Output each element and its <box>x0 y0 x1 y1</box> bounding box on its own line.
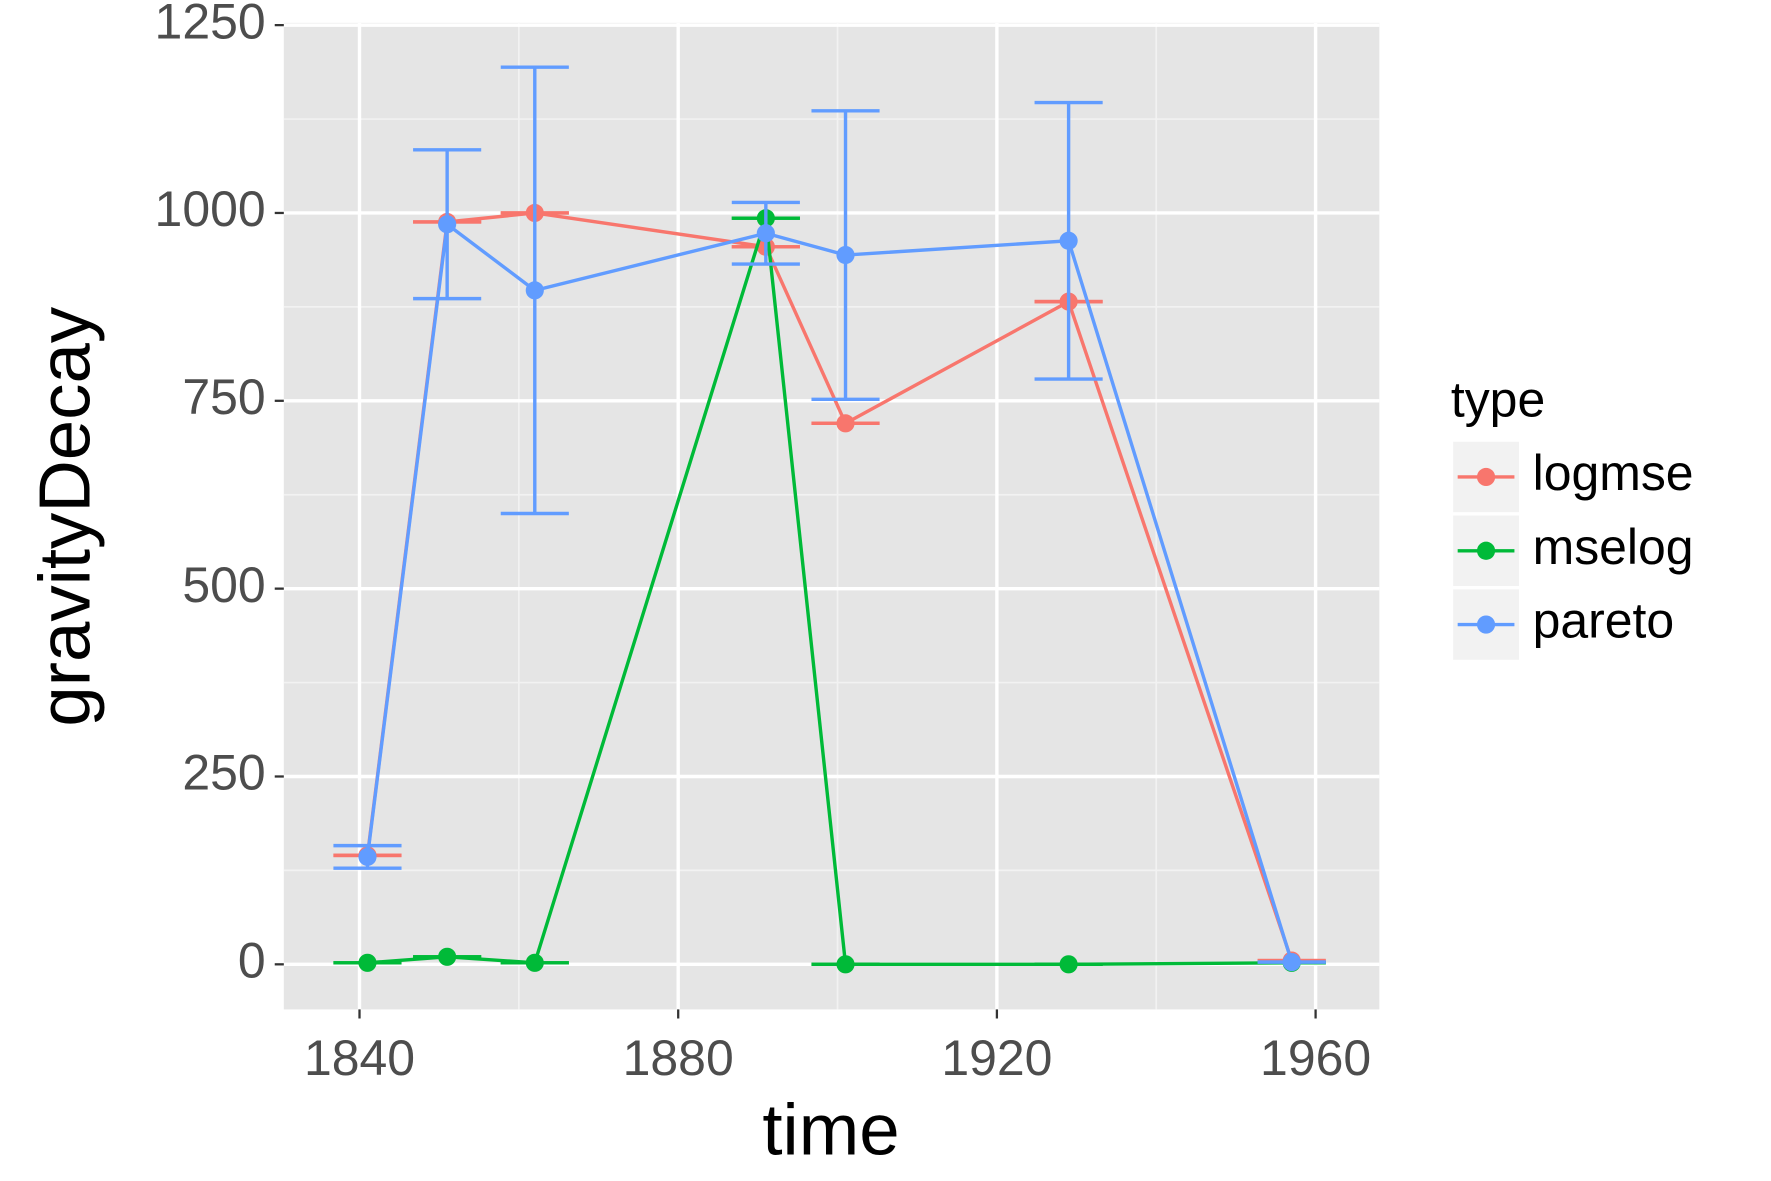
legend-label: logmse <box>1533 445 1694 501</box>
point <box>438 947 457 966</box>
x-tick-label: 1880 <box>623 1030 734 1086</box>
legend: type logmse mselog pareto <box>1451 371 1694 660</box>
legend-label: pareto <box>1533 593 1675 649</box>
y-tick-label: 0 <box>238 933 266 989</box>
point <box>1059 955 1078 974</box>
legend-key-point <box>1476 615 1496 634</box>
point <box>836 414 855 433</box>
axes: 0 250 500 750 1000 1250 1840 1880 1920 1960 <box>155 0 1372 1086</box>
grid <box>283 22 1380 1010</box>
y-tick-label: 250 <box>182 745 265 801</box>
legend-key-point <box>1476 541 1496 560</box>
point <box>438 215 457 234</box>
point <box>525 281 544 300</box>
point <box>836 955 855 974</box>
point <box>1059 231 1078 250</box>
point <box>756 224 775 243</box>
point <box>836 245 855 265</box>
legend-label: mselog <box>1533 519 1694 575</box>
y-tick-label: 500 <box>182 557 265 613</box>
x-tick-label: 1840 <box>304 1030 415 1086</box>
x-tick-label: 1960 <box>1260 1030 1371 1086</box>
point <box>1282 952 1301 972</box>
marks <box>333 65 1326 974</box>
y-tick-label: 750 <box>182 369 265 425</box>
y-axis-title: gravityDecay <box>25 306 106 727</box>
point <box>358 847 377 866</box>
y-tick-label: 1250 <box>155 0 266 49</box>
legend-key-point <box>1476 467 1496 487</box>
point <box>525 953 544 972</box>
x-tick-label: 1920 <box>941 1030 1052 1086</box>
y-tick-label: 1000 <box>155 181 266 237</box>
point <box>358 953 377 972</box>
legend-title: type <box>1451 371 1545 427</box>
x-axis-title: time <box>762 1090 899 1171</box>
